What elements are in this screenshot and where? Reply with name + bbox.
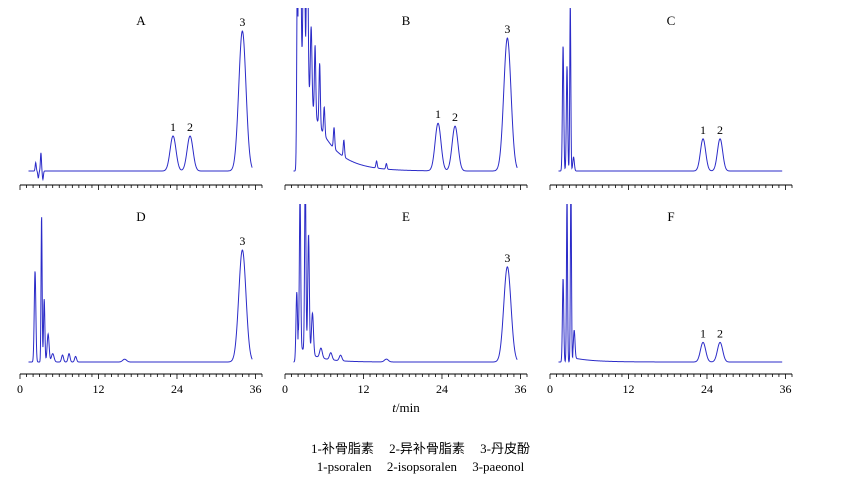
peak-label-2: 2 [452,110,458,124]
legend-en-item-2: 2-isopsoralen [386,459,457,474]
x-tick-label: 0 [17,382,23,396]
trace-a [28,30,253,182]
peak-label-1: 1 [435,107,441,121]
peak-label-2: 2 [717,326,723,340]
x-axis-unit: /min [396,400,420,415]
legend-zh-item-3: 3-丹皮酚 [480,441,531,456]
peak-label-3: 3 [504,251,510,265]
panel-e: E 3 0 12 24 36 [282,204,528,396]
panel-label-c: C [667,13,676,28]
peak-label-1: 1 [170,120,176,134]
x-tick-label: 36 [249,382,261,396]
peak-label-2: 2 [717,123,723,137]
x-axis-title: t/min [392,400,420,415]
x-tick-label: 36 [514,382,526,396]
trace-c [558,8,783,172]
peak-label-2: 2 [187,120,193,134]
panel-f: F 1 2 0 12 24 36 [547,204,793,396]
panel-label-b: B [402,13,411,28]
peak-label-1: 1 [700,123,706,137]
x-tick-label: 24 [436,382,448,396]
peak-label-3: 3 [239,234,245,248]
trace-e [293,204,518,363]
panel-label-d: D [136,209,145,224]
x-tick-label: 12 [92,382,104,396]
x-tick-label: 0 [282,382,288,396]
panel-label-e: E [402,209,410,224]
legend-en-item-3: 3-paeonol [472,459,525,474]
legend-zh-item-1: 1-补骨脂素 [310,441,374,456]
x-tick-label: 12 [357,382,369,396]
trace-b [293,8,518,172]
x-tick-label: 36 [779,382,791,396]
x-tick-label: 12 [622,382,634,396]
trace-d [28,217,253,363]
panel-label-a: A [136,13,146,28]
legend-chinese: 1-补骨脂素 2-异补骨脂素 3-丹皮酚 [0,438,841,457]
trace-f [558,204,783,363]
panel-c: C 1 2 [549,8,793,190]
x-tick-label: 24 [701,382,713,396]
x-axis-variable: t [392,400,396,415]
legend-english: 1-psoralen 2-isopsoralen 3-paeonol [0,459,841,475]
panel-b: B 1 2 3 [284,8,528,190]
x-tick-label: 0 [547,382,553,396]
panel-label-f: F [667,209,674,224]
peak-label-3: 3 [504,22,510,36]
legend-en-item-1: 1-psoralen [316,459,372,474]
peak-label-1: 1 [700,326,706,340]
panel-d: D 3 0 12 24 36 [17,209,263,396]
legend-zh-item-2: 2-异补骨脂素 [389,441,465,456]
peak-label-3: 3 [239,15,245,29]
x-tick-label: 24 [171,382,183,396]
panel-a: A 1 2 3 [19,13,263,190]
